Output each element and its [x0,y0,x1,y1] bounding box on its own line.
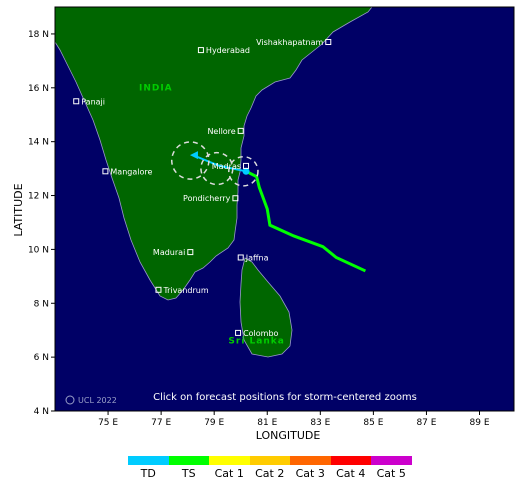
city-label: Nellore [207,127,235,136]
city-label: Jaffna [245,253,269,262]
x-tick-label: 87 E [416,418,436,428]
legend-label: TS [181,467,196,480]
legend-item: Cat 4 [330,456,371,480]
legend-swatch [168,456,209,465]
country-label: Sri Lanka [228,337,284,347]
x-tick-label: 85 E [363,418,383,428]
city-square-icon [155,286,162,293]
y-tick-label: 16 N [28,84,49,94]
city-label: Hyderabad [206,46,250,55]
city-marker: Colombo [235,329,279,338]
legend-label: TD [140,467,156,480]
city-marker: Madras [212,162,250,171]
city-square-icon [243,162,250,169]
sri-lanka-landmass [239,257,293,358]
credit-badge: UCL 2022 [65,395,117,405]
y-tick-label: 4 N [34,407,49,417]
x-tick-label: 89 E [470,418,490,428]
legend-label: Cat 3 [295,467,325,480]
legend-swatch [128,456,169,465]
legend-label: Cat 4 [336,467,366,480]
y-tick-label: 8 N [34,299,49,309]
intensity-legend: TD TS Cat 1 Cat 2 Cat 3 Cat 4 Cat 5 [128,456,412,480]
country-label: INDIA [139,83,173,93]
city-marker: Jaffna [237,253,269,262]
city-label: Colombo [243,329,278,338]
y-tick-label: 10 N [28,245,49,255]
city-square-icon [235,329,242,336]
y-tick-label: 12 N [28,192,49,202]
y-axis-title: LATITUDE [12,183,25,236]
x-axis-title: LONGITUDE [256,429,321,442]
x-tick-label: 75 E [98,418,118,428]
forecast-storm-track[interactable] [192,154,247,173]
legend-swatch [330,456,371,465]
city-label: Mangalore [110,167,152,176]
legend-item: TS [168,456,209,480]
city-label: Panaji [81,97,105,106]
forecast-position-circle[interactable] [170,141,210,180]
legend-item: Cat 2 [249,456,290,480]
legend-item: Cat 5 [371,456,412,480]
legend-item: Cat 3 [290,456,331,480]
credit-text: UCL 2022 [78,396,117,405]
y-tick-label: 18 N [28,30,49,40]
forecast-arrow-icon [189,151,198,160]
city-square-icon [325,39,332,46]
legend-swatch [209,456,250,465]
city-marker: Hyderabad [197,46,250,55]
x-tick-label: 79 E [204,418,224,428]
x-tick-label: 81 E [257,418,277,428]
city-square-icon [237,254,244,261]
legend-swatch [249,456,290,465]
map-frame [54,6,515,412]
city-marker: Madurai [153,248,194,257]
forecast-position-circle[interactable] [200,151,234,186]
legend-label: Cat 5 [376,467,406,480]
city-square-icon [232,195,239,202]
legend-swatch [371,456,412,465]
legend-swatch [290,456,331,465]
city-label: Pondicherry [183,194,231,203]
city-marker: Nellore [207,127,244,136]
legend-item: Cat 1 [209,456,250,480]
x-tick-label: 83 E [310,418,330,428]
city-square-icon [73,98,80,105]
city-label: Madras [212,162,241,171]
credit-logo-icon [65,395,75,405]
x-tick-label: 77 E [151,418,171,428]
city-label: Madurai [153,248,185,257]
current-position-marker[interactable] [242,167,250,175]
y-tick-label: 14 N [28,138,49,148]
city-marker: Pondicherry [183,194,239,203]
observed-storm-track[interactable] [245,169,367,273]
city-label: Trivandrum [162,286,208,295]
india-landmass [55,7,373,301]
legend-label: Cat 1 [214,467,244,480]
zoom-instruction-note: Click on forecast positions for storm-ce… [153,392,417,403]
y-tick-label: 6 N [34,353,49,363]
city-marker: Mangalore [102,167,152,176]
city-marker: Panaji [73,97,105,106]
city-label: Vishakhapatnam [256,38,323,47]
forecast-position-circle[interactable] [228,155,259,187]
city-square-icon [197,47,204,54]
city-square-icon [102,168,109,175]
city-square-icon [237,127,244,134]
legend-item: TD [128,456,169,480]
city-square-icon [187,249,194,256]
city-marker: Vishakhapatnam [256,38,332,47]
city-marker: Trivandrum [155,286,209,295]
legend-label: Cat 2 [255,467,285,480]
